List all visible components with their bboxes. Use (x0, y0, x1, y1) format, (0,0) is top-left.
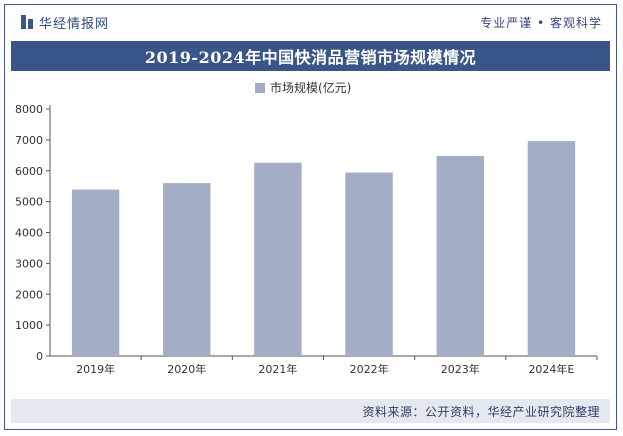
header: 华经情报网 专业严谨 • 客观科学 (5, 5, 616, 39)
x-tick-label: 2019年 (76, 362, 115, 375)
brand-name: 华经情报网 (39, 16, 110, 32)
y-tick-label: 0 (36, 350, 43, 363)
x-tick-label: 2020年 (167, 362, 206, 375)
chart-title: 2019-2024年中国快消品营销市场规模情况 (11, 41, 610, 71)
y-tick-label: 6000 (15, 165, 43, 178)
x-tick-label: 2021年 (258, 362, 297, 375)
legend-swatch (255, 83, 265, 93)
bar (163, 183, 211, 356)
chart-frame: 华经情报网 专业严谨 • 客观科学 2019-2024年中国快消品营销市场规模情… (4, 4, 617, 430)
brand-logo-icon (21, 15, 33, 29)
y-tick-label: 3000 (15, 257, 43, 270)
bar-chart: 市场规模(亿元) 0 1000 2000 3000 4000 5000 6000 7000 800… (15, 80, 598, 375)
source-note: 资料来源：公开资料，华经产业研究院整理 (362, 404, 600, 419)
y-tick-label: 5000 (15, 196, 43, 209)
legend-label: 市场规模(亿元) (270, 80, 351, 95)
y-tick-label: 8000 (15, 103, 43, 116)
y-tick-label: 4000 (15, 227, 43, 240)
bar (254, 162, 302, 356)
x-tick-label: 2022年 (350, 362, 389, 375)
y-tick-label: 7000 (15, 134, 43, 147)
bar (345, 172, 393, 356)
y-tick-label: 1000 (15, 319, 43, 332)
footer: 资料来源：公开资料，华经产业研究院整理 (11, 399, 610, 423)
y-tick-label: 2000 (15, 288, 43, 301)
slogan: 专业严谨 • 客观科学 (480, 15, 602, 30)
bar (527, 141, 576, 356)
bar (436, 155, 484, 356)
bar (71, 189, 120, 356)
brand: 华经情报网 (21, 13, 109, 32)
x-tick-label: 2023年 (441, 362, 480, 375)
x-tick-label: 2024年E (528, 362, 574, 375)
